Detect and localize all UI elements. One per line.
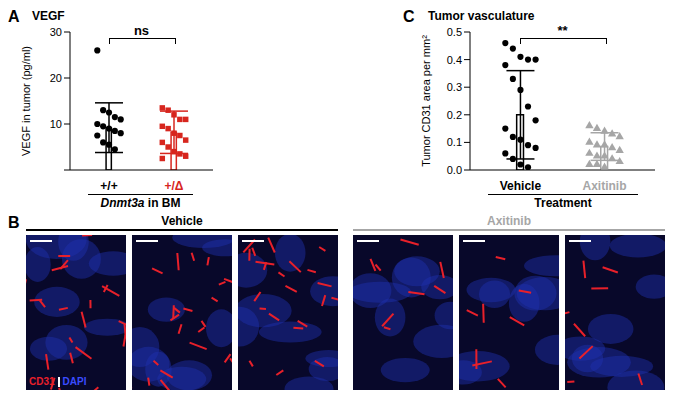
- svg-text:+/Δ: +/Δ: [165, 179, 184, 192]
- svg-text:VEGF in tumor (pg/ml): VEGF in tumor (pg/ml): [20, 46, 32, 156]
- svg-text:Axitinib: Axitinib: [583, 179, 627, 192]
- svg-text:0.1: 0.1: [447, 136, 462, 148]
- html-text:ns: ns: [133, 23, 150, 38]
- svg-text:30: 30: [50, 26, 62, 38]
- html-text:CD31: CD31: [29, 376, 55, 387]
- svg-text:0.2: 0.2: [447, 109, 462, 121]
- html-text:Axitinib: Axitinib: [487, 214, 531, 228]
- html-text:Treatment: Treatment: [534, 196, 592, 210]
- svg-text:Vehicle: Vehicle: [500, 179, 542, 192]
- html-text:Dnmt3a in BM: Dnmt3a in BM: [100, 196, 181, 210]
- html-text:DAPI: DAPI: [62, 376, 87, 387]
- html-text:Vehicle: Vehicle: [161, 214, 203, 228]
- html-text:A: A: [8, 8, 20, 25]
- svg-text:20: 20: [50, 72, 62, 84]
- svg-text:10: 10: [50, 118, 62, 130]
- html-text:VEGF: VEGF: [32, 9, 65, 23]
- html-text:B: B: [8, 214, 20, 231]
- svg-text:0.3: 0.3: [447, 81, 462, 93]
- html-text:Tumor vasculature: Tumor vasculature: [428, 9, 535, 23]
- svg-text:0.5: 0.5: [447, 26, 462, 38]
- svg-text:+/+: +/+: [100, 179, 117, 192]
- svg-text:Tumor CD31 area per mm²: Tumor CD31 area per mm²: [420, 35, 432, 167]
- html-text:C: C: [403, 8, 415, 25]
- svg-text:0.0: 0.0: [447, 164, 462, 176]
- svg-text:0.4: 0.4: [447, 54, 462, 66]
